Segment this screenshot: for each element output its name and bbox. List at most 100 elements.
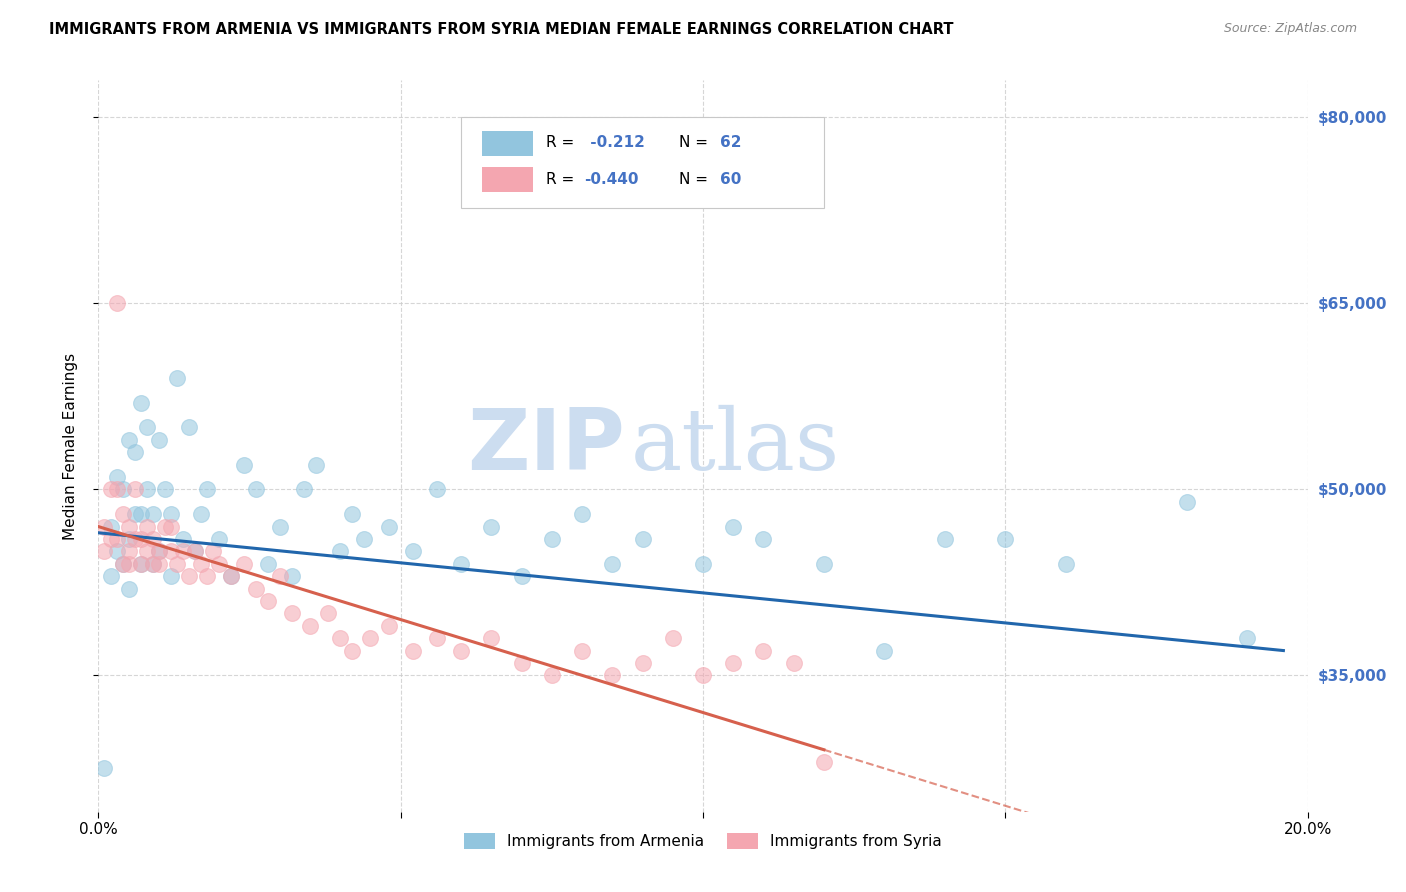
Point [481, 519, 503, 533]
Point [723, 519, 745, 533]
Point [256, 557, 278, 571]
Point [329, 631, 352, 645]
Point [166, 371, 188, 385]
Point [118, 557, 141, 571]
Point [360, 631, 382, 645]
Point [269, 569, 291, 583]
Point [245, 582, 267, 596]
Point [402, 643, 425, 657]
Point [602, 557, 624, 571]
Point [129, 557, 152, 571]
Point [571, 643, 593, 657]
Point [93, 519, 115, 533]
Point [179, 569, 201, 583]
Point [129, 395, 152, 409]
Point [292, 483, 315, 497]
Point [1054, 557, 1077, 571]
Point [426, 483, 449, 497]
Point [105, 532, 128, 546]
Text: 60: 60 [720, 171, 741, 186]
Point [129, 507, 152, 521]
Point [426, 631, 449, 645]
Point [100, 532, 122, 546]
Point [172, 532, 194, 546]
Text: -0.212: -0.212 [585, 135, 644, 150]
Point [256, 594, 278, 608]
Point [269, 519, 291, 533]
Point [93, 544, 115, 558]
Point [450, 557, 472, 571]
Point [111, 507, 134, 521]
Point [124, 507, 146, 521]
Point [232, 557, 254, 571]
Point [184, 544, 207, 558]
Point [281, 607, 304, 621]
Point [148, 433, 170, 447]
Point [118, 519, 141, 533]
Point [245, 483, 267, 497]
Point [118, 532, 141, 546]
Point [723, 656, 745, 670]
Point [153, 483, 176, 497]
Point [232, 458, 254, 472]
Point [129, 532, 152, 546]
Point [190, 557, 212, 571]
Point [1236, 631, 1258, 645]
Point [160, 569, 183, 583]
Point [873, 643, 896, 657]
Point [118, 433, 141, 447]
Point [100, 519, 122, 533]
Point [93, 761, 115, 775]
Point [111, 483, 134, 497]
Point [148, 544, 170, 558]
Point [111, 557, 134, 571]
Point [305, 458, 328, 472]
Text: R =: R = [546, 171, 579, 186]
Point [195, 569, 218, 583]
Text: 62: 62 [720, 135, 741, 150]
Point [142, 532, 165, 546]
Legend: Immigrants from Armenia, Immigrants from Syria: Immigrants from Armenia, Immigrants from… [458, 827, 948, 855]
Point [316, 607, 339, 621]
Point [631, 532, 654, 546]
Point [540, 668, 562, 682]
Point [510, 569, 533, 583]
Point [135, 544, 157, 558]
Point [481, 631, 503, 645]
Text: IMMIGRANTS FROM ARMENIA VS IMMIGRANTS FROM SYRIA MEDIAN FEMALE EARNINGS CORRELAT: IMMIGRANTS FROM ARMENIA VS IMMIGRANTS FR… [49, 22, 953, 37]
Point [118, 582, 141, 596]
Point [105, 483, 128, 497]
Point [661, 631, 683, 645]
Text: ZIP: ZIP [467, 404, 624, 488]
Point [129, 557, 152, 571]
Point [142, 557, 165, 571]
Point [221, 569, 243, 583]
Point [402, 544, 425, 558]
Point [135, 420, 157, 434]
Point [190, 507, 212, 521]
Point [353, 532, 375, 546]
Point [377, 519, 399, 533]
Point [148, 557, 170, 571]
Point [142, 507, 165, 521]
Point [111, 557, 134, 571]
Text: Source: ZipAtlas.com: Source: ZipAtlas.com [1223, 22, 1357, 36]
FancyBboxPatch shape [482, 131, 533, 155]
Point [195, 483, 218, 497]
Point [1175, 495, 1198, 509]
Point [208, 557, 231, 571]
Point [631, 656, 654, 670]
Point [105, 296, 128, 310]
Point [783, 656, 806, 670]
Point [208, 532, 231, 546]
Point [342, 507, 364, 521]
Point [510, 656, 533, 670]
Point [692, 668, 714, 682]
Y-axis label: Median Female Earnings: Median Female Earnings [63, 352, 77, 540]
Point [813, 557, 835, 571]
Text: R =: R = [546, 135, 579, 150]
Point [135, 483, 157, 497]
Point [124, 445, 146, 459]
FancyBboxPatch shape [461, 117, 824, 209]
Point [135, 519, 157, 533]
